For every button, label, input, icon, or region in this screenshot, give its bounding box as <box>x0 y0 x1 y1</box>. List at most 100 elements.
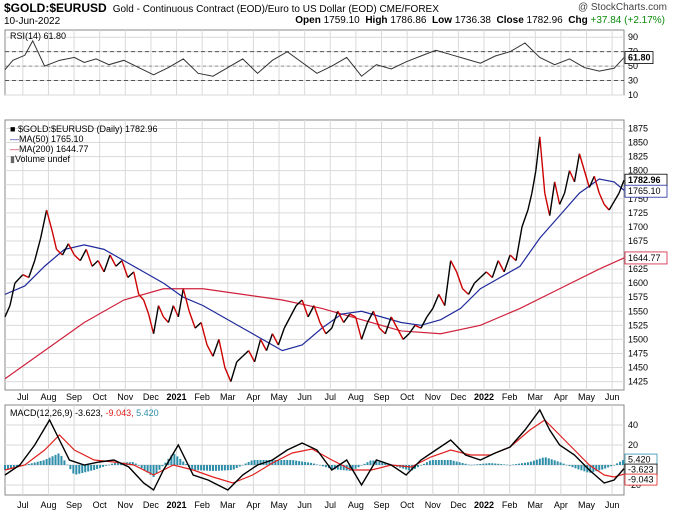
price-x-tick-label: Dec <box>450 392 467 402</box>
macd-histogram-bar <box>4 465 6 470</box>
price-segment <box>289 305 297 318</box>
macd-histogram-bar <box>164 462 167 465</box>
macd-histogram-bar <box>473 464 476 466</box>
price-x-tick-label: Nov <box>425 392 442 402</box>
macd-histogram-bar <box>110 463 113 465</box>
macd-histogram-bar <box>595 465 598 472</box>
price-segment <box>61 243 70 256</box>
price-segment <box>142 299 150 315</box>
macd-histogram-bar <box>75 465 78 475</box>
price-segment <box>384 316 392 334</box>
macd-x-tick-label: Sep <box>66 500 82 510</box>
macd-histogram-bar <box>30 463 33 465</box>
macd-histogram-bar <box>425 462 428 465</box>
price-y-tick-label: 1875 <box>628 123 648 133</box>
macd-histogram-bar <box>580 465 583 471</box>
macd-histogram-bar <box>105 465 108 466</box>
price-segment <box>497 260 505 273</box>
price-x-tick-label: May <box>271 392 289 402</box>
macd-x-tick-label: Mar <box>528 500 544 510</box>
macd-histogram-bar <box>286 460 289 465</box>
price-segment <box>206 344 214 357</box>
macd-histogram-bar <box>461 463 464 465</box>
price-segment <box>307 305 315 318</box>
price-y-tick-label: 1725 <box>628 208 648 218</box>
price-segment <box>593 176 600 194</box>
macd-histogram-bar <box>116 462 119 465</box>
macd-histogram-bar <box>179 458 182 465</box>
macd-histogram-bar <box>292 460 295 465</box>
macd-histogram-bar <box>146 465 149 473</box>
price-segment <box>152 305 160 334</box>
price-segment <box>283 316 291 329</box>
macd-histogram-bar <box>428 460 431 465</box>
macd-histogram-bar <box>69 465 72 470</box>
price-segment <box>212 339 220 357</box>
price-segment <box>583 170 591 188</box>
macd-x-tick-label: Apr <box>554 500 568 510</box>
price-segment <box>138 293 145 301</box>
macd-x-tick-label: Feb <box>194 500 210 510</box>
macd-histogram-bar <box>27 464 30 465</box>
watermark: @ StockCharts.com <box>577 2 667 13</box>
low-value: 1736.38 <box>454 15 491 26</box>
macd-histogram-bar <box>574 465 577 469</box>
macd-histogram-bar <box>256 460 259 465</box>
macd-histogram-bar <box>321 465 324 467</box>
price-segment <box>491 260 499 278</box>
macd-legend-main: MACD(12,26,9) -3.623, <box>10 408 104 418</box>
macd-histogram-bar <box>604 465 607 469</box>
macd-histogram-bar <box>464 463 467 465</box>
price-y-tick-label: 1550 <box>628 306 648 316</box>
rsi-current-tag <box>624 51 654 64</box>
macd-histogram-bar <box>283 460 286 465</box>
macd-histogram-bar <box>99 465 102 468</box>
macd-histogram-bar <box>562 463 565 465</box>
price-segment <box>432 294 440 309</box>
price-segment <box>4 305 11 318</box>
price-y-tick-label: 1675 <box>628 236 648 246</box>
macd-histogram-bar <box>497 463 500 465</box>
macd-x-tick-label: May <box>578 500 596 510</box>
macd-histogram-bar <box>422 463 425 465</box>
price-y-tick-label: 1750 <box>628 194 648 204</box>
legend-ma200-text: MA(200) 1644.77 <box>19 144 89 154</box>
macd-histogram-bar <box>223 465 226 471</box>
macd-histogram-bar <box>247 462 250 465</box>
price-segment <box>515 226 523 261</box>
price-segment <box>45 209 54 233</box>
price-x-tick-label: Jun <box>605 392 620 402</box>
macd-histogram-bar <box>315 464 318 465</box>
macd-histogram-bar <box>535 459 538 465</box>
macd-histogram-bar <box>128 462 131 465</box>
price-segment <box>115 260 123 267</box>
macd-histogram-bar <box>607 465 610 468</box>
macd-histogram-bar <box>277 460 280 465</box>
macd-histogram-bar <box>45 459 48 465</box>
macd-histogram-bar <box>592 465 595 472</box>
macd-histogram-bar <box>63 460 66 465</box>
macd-histogram-bar <box>87 465 90 472</box>
price-y-tick-label: 1850 <box>628 138 648 148</box>
price-segment <box>366 310 375 323</box>
macd-y-tick-label: 20 <box>628 440 638 450</box>
macd-histogram-bar <box>155 465 158 474</box>
price-segment <box>588 175 595 188</box>
macd-histogram-bar <box>185 464 188 465</box>
macd-histogram-bar <box>259 460 262 465</box>
price-segment <box>438 294 446 306</box>
macd-histogram-bar <box>372 460 375 465</box>
price-segment <box>618 179 625 194</box>
price-segment <box>544 192 551 216</box>
macd-signal-tag-box <box>624 473 658 486</box>
price-segment <box>479 271 487 279</box>
macd-x-tick-label: Jun <box>605 500 620 510</box>
price-segment <box>242 350 250 357</box>
macd-x-tick-label: May <box>271 500 289 510</box>
macd-histogram-bar <box>57 453 60 465</box>
macd-histogram-bar <box>313 463 316 465</box>
price-x-tick-label: Jul <box>325 392 337 402</box>
macd-histogram-bar <box>206 465 209 471</box>
macd-histogram-bar <box>310 462 313 465</box>
